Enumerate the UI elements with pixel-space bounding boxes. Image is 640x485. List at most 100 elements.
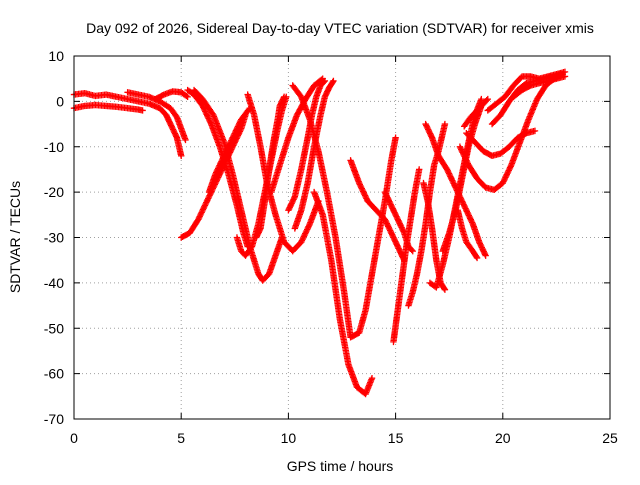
- data-point: [200, 204, 207, 212]
- data-point: [462, 206, 470, 214]
- data-point: [300, 234, 307, 242]
- data-point: [230, 131, 238, 139]
- data-point: [236, 129, 243, 136]
- x-tick-label: 15: [388, 430, 404, 446]
- data-point: [473, 253, 480, 260]
- data-point: [484, 95, 491, 103]
- data-point: [465, 212, 473, 219]
- data-point: [201, 202, 209, 209]
- data-point: [220, 154, 227, 161]
- data-point: [330, 77, 337, 85]
- data-point: [368, 374, 376, 382]
- x-tick-label: 0: [70, 430, 78, 446]
- data-point: [507, 163, 514, 170]
- data-point: [217, 168, 224, 176]
- data-point: [212, 169, 220, 176]
- data-point: [205, 115, 212, 122]
- y-axis-label: SDTVAR / TECUs: [7, 181, 23, 293]
- data-point: [195, 216, 202, 223]
- data-point: [302, 229, 310, 236]
- data-point: [359, 186, 366, 194]
- data-point: [222, 149, 229, 157]
- data-point: [468, 217, 475, 225]
- data-point: [232, 137, 239, 145]
- x-tick-label: 5: [177, 430, 185, 446]
- data-point: [386, 227, 394, 234]
- data-point: [464, 209, 471, 216]
- data-point: [223, 147, 230, 154]
- data-point: [446, 171, 453, 179]
- data-point: [235, 130, 242, 138]
- data-point: [224, 145, 231, 153]
- data-point: [449, 177, 456, 184]
- data-point: [445, 169, 452, 176]
- data-point: [304, 226, 311, 233]
- data-point: [474, 106, 482, 113]
- data-point: [467, 216, 475, 223]
- data-point: [450, 180, 457, 187]
- data-point: [329, 78, 336, 86]
- data-point: [463, 157, 470, 164]
- data-point: [218, 156, 226, 164]
- data-point: [178, 152, 185, 160]
- data-point: [382, 217, 389, 224]
- series-14: [289, 82, 399, 341]
- data-point: [359, 188, 367, 195]
- data-point: [304, 224, 312, 232]
- data-point: [203, 199, 210, 206]
- data-point: [460, 151, 468, 159]
- data-point: [463, 208, 471, 215]
- x-tick-label: 25: [602, 430, 618, 446]
- data-point: [506, 164, 514, 171]
- data-point: [502, 174, 509, 181]
- data-point: [462, 156, 470, 163]
- chart-title: Day 092 of 2026, Sidereal Day-to-day VTE…: [86, 20, 594, 36]
- data-point: [458, 147, 466, 155]
- data-point: [451, 181, 458, 188]
- data-point: [204, 196, 211, 204]
- data-point: [230, 133, 237, 140]
- data-point: [298, 238, 305, 246]
- data-point: [363, 195, 370, 202]
- series-11: [268, 75, 326, 196]
- data-point: [440, 285, 448, 292]
- data-point: [202, 200, 209, 208]
- y-tick-label: -70: [44, 411, 64, 427]
- data-point: [447, 174, 455, 182]
- data-point: [459, 199, 467, 207]
- data-point: [202, 108, 209, 115]
- data-point: [384, 221, 391, 229]
- data-point: [387, 228, 395, 236]
- data-point: [383, 220, 391, 227]
- data-point: [500, 178, 507, 185]
- data-point: [203, 111, 210, 118]
- data-point: [215, 163, 223, 171]
- data-point: [382, 218, 390, 226]
- data-point: [461, 154, 469, 162]
- data-point: [231, 139, 238, 146]
- data-point: [213, 167, 221, 175]
- data-point: [381, 216, 389, 223]
- data-point: [392, 134, 399, 141]
- y-tick-label: -60: [44, 366, 64, 382]
- data-point: [466, 213, 473, 221]
- data-point: [449, 178, 457, 186]
- data-point: [205, 195, 212, 202]
- series-15: [310, 188, 376, 398]
- data-point: [356, 181, 364, 188]
- data-point: [206, 118, 214, 125]
- y-tick-label: -30: [44, 230, 64, 246]
- data-point: [441, 120, 449, 128]
- data-point: [217, 159, 224, 167]
- data-point: [195, 214, 203, 222]
- data-point: [468, 219, 476, 226]
- data-point: [361, 191, 368, 198]
- data-point: [504, 170, 511, 177]
- data-point: [196, 213, 203, 220]
- data-point: [230, 142, 237, 149]
- data-point: [361, 192, 369, 199]
- y-tick-label: 10: [48, 48, 64, 64]
- data-point: [229, 143, 236, 150]
- y-tick-label: -20: [44, 184, 64, 200]
- data-point: [301, 231, 308, 239]
